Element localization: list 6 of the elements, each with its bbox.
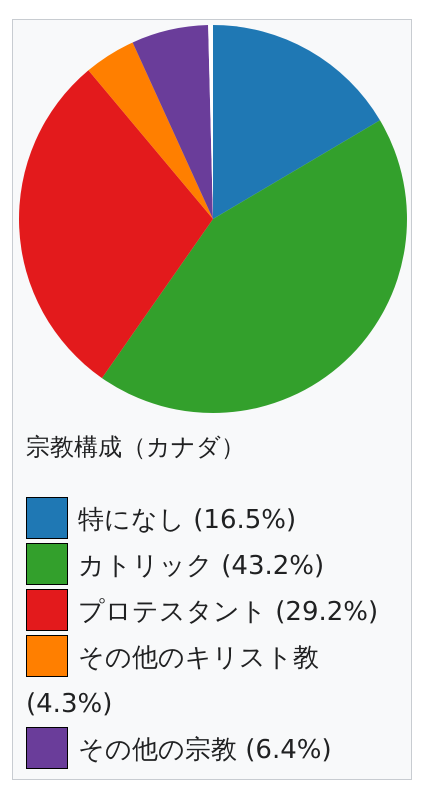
legend-label: その他の宗教 (6.4%) bbox=[78, 735, 332, 765]
legend-label: 特になし (16.5%) bbox=[78, 505, 296, 535]
text: 宗教構成（カナダ） bbox=[25, 432, 246, 463]
legend-label: カトリック (43.2%) bbox=[78, 551, 324, 581]
legend-label: その他のキリスト教 (4.3%) bbox=[26, 643, 319, 719]
legend-label: プロテスタント (29.2%) bbox=[78, 597, 378, 627]
